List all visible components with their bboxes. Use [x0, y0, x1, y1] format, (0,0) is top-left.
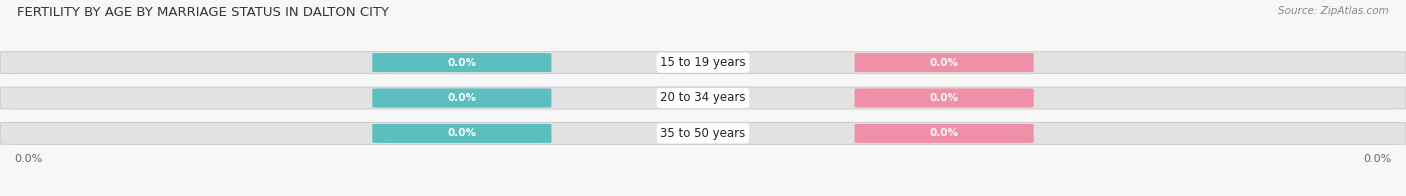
- FancyBboxPatch shape: [373, 88, 551, 108]
- Text: 0.0%: 0.0%: [447, 93, 477, 103]
- FancyBboxPatch shape: [855, 53, 1033, 72]
- FancyBboxPatch shape: [373, 53, 551, 72]
- Text: 0.0%: 0.0%: [447, 128, 477, 138]
- Text: FERTILITY BY AGE BY MARRIAGE STATUS IN DALTON CITY: FERTILITY BY AGE BY MARRIAGE STATUS IN D…: [17, 6, 389, 19]
- Text: 0.0%: 0.0%: [929, 93, 959, 103]
- Text: 0.0%: 0.0%: [447, 58, 477, 68]
- FancyBboxPatch shape: [0, 122, 1406, 144]
- FancyBboxPatch shape: [855, 88, 1033, 108]
- Text: 0.0%: 0.0%: [1364, 154, 1392, 164]
- Text: 0.0%: 0.0%: [14, 154, 42, 164]
- FancyBboxPatch shape: [0, 52, 1406, 74]
- Text: 0.0%: 0.0%: [929, 128, 959, 138]
- FancyBboxPatch shape: [373, 124, 551, 143]
- Text: 15 to 19 years: 15 to 19 years: [661, 56, 745, 69]
- Text: 0.0%: 0.0%: [929, 58, 959, 68]
- FancyBboxPatch shape: [855, 124, 1033, 143]
- Text: 35 to 50 years: 35 to 50 years: [661, 127, 745, 140]
- Text: Source: ZipAtlas.com: Source: ZipAtlas.com: [1278, 6, 1389, 16]
- Text: 20 to 34 years: 20 to 34 years: [661, 92, 745, 104]
- FancyBboxPatch shape: [0, 87, 1406, 109]
